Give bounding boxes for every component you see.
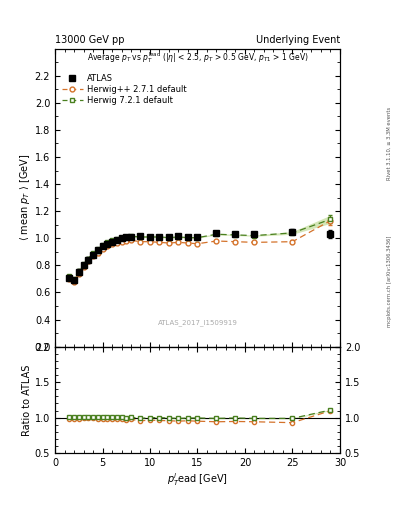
Legend: ATLAS, Herwig++ 2.7.1 default, Herwig 7.2.1 default: ATLAS, Herwig++ 2.7.1 default, Herwig 7.… [62,74,187,105]
Y-axis label: $\langle$ mean $p_T$ $\rangle$ [GeV]: $\langle$ mean $p_T$ $\rangle$ [GeV] [18,154,32,241]
X-axis label: $p_T^{l}$ead [GeV]: $p_T^{l}$ead [GeV] [167,471,228,487]
Text: Underlying Event: Underlying Event [256,35,340,45]
Text: Rivet 3.1.10, ≥ 3.3M events: Rivet 3.1.10, ≥ 3.3M events [387,106,392,180]
Y-axis label: Ratio to ATLAS: Ratio to ATLAS [22,364,32,436]
Text: Average $p_T$ vs $p_T^{\rm lead}$ ($|\eta|$ < 2.5, $p_T$ > 0.5 GeV, $p_{T1}$ > 1: Average $p_T$ vs $p_T^{\rm lead}$ ($|\et… [87,50,308,65]
Text: 13000 GeV pp: 13000 GeV pp [55,35,125,45]
Text: ATLAS_2017_I1509919: ATLAS_2017_I1509919 [158,319,237,326]
Text: mcplots.cern.ch [arXiv:1306.3436]: mcplots.cern.ch [arXiv:1306.3436] [387,236,392,327]
